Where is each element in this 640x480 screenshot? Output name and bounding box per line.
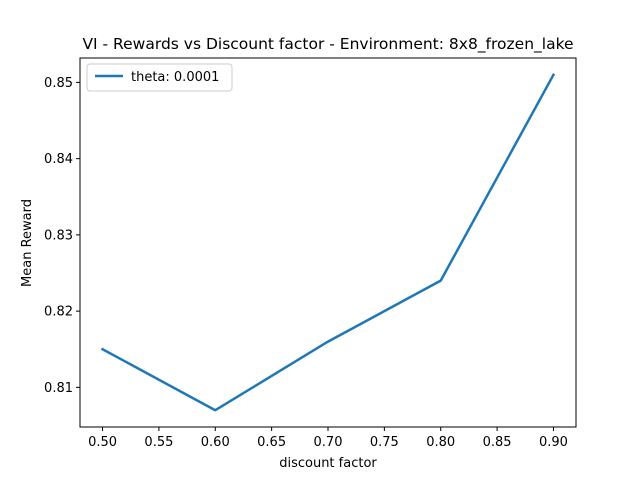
x-tick-label: 0.90: [539, 435, 568, 450]
x-tick-label: 0.85: [483, 435, 512, 450]
series-layer: [100, 73, 556, 412]
x-axis-label: discount factor: [279, 456, 377, 471]
x-tick-label: 0.65: [257, 435, 286, 450]
legend-frame: [86, 63, 233, 92]
x-axis-ticks: 0.50 0.55 0.60 0.65 0.70 0.75 0.80 0.85 0.90: [88, 427, 568, 450]
x-tick-label: 0.75: [370, 435, 399, 450]
plot-area: 0.50 0.55 0.60 0.65 0.70 0.75 0.80 0.85 0.90 0.8…: [44, 57, 577, 450]
x-tick-label: 0.70: [314, 435, 343, 450]
x-tick-label: 0.55: [144, 435, 173, 450]
x-tick-label: 0.60: [201, 435, 230, 450]
y-tick-label: 0.84: [44, 152, 73, 167]
y-tick-label: 0.83: [44, 228, 73, 243]
x-tick-label: 0.80: [426, 435, 455, 450]
y-tick-label: 0.85: [44, 76, 73, 91]
legend: theta: 0.0001: [86, 63, 233, 92]
x-tick-label: 0.50: [88, 435, 117, 450]
axes-background: [80, 58, 576, 427]
legend-label: theta: 0.0001: [131, 70, 219, 85]
axes-frame: [79, 57, 577, 428]
y-axis-ticks: 0.81 0.82 0.83 0.84 0.85: [44, 76, 80, 396]
y-tick-label: 0.82: [44, 305, 73, 320]
chart-title: VI - Rewards vs Discount factor - Enviro…: [82, 35, 573, 54]
y-axis-label: Mean Reward: [20, 199, 35, 287]
y-tick-label: 0.81: [44, 381, 73, 396]
